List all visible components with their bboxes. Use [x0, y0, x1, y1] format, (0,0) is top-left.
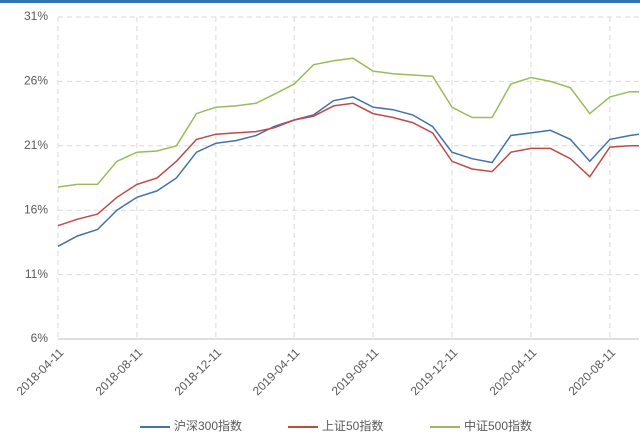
y-tick-label: 6% [31, 331, 49, 345]
legend-label: 中证500指数 [464, 418, 532, 433]
y-tick-label: 31% [24, 9, 48, 23]
x-tick-label: 2019-08-11 [329, 345, 382, 398]
x-tick-label: 2018-08-11 [93, 345, 146, 398]
x-tick-label: 2020-04-11 [487, 345, 540, 398]
x-tick-label: 2020-08-11 [566, 345, 619, 398]
series-line [57, 57, 639, 188]
legend-label: 上证50指数 [322, 418, 383, 433]
y-tick-label: 16% [24, 202, 48, 216]
x-tick-label: 2018-04-11 [14, 345, 67, 398]
y-tick-label: 11% [25, 267, 48, 281]
series-line [57, 102, 639, 227]
legend-label: 沪深300指数 [174, 418, 242, 433]
y-tick-label: 26% [24, 74, 48, 88]
x-tick-label: 2018-12-11 [172, 345, 225, 398]
series-line [57, 96, 640, 247]
x-tick-label: 2019-12-11 [408, 345, 461, 398]
y-tick-label: 21% [24, 138, 48, 152]
x-tick-label: 2019-04-11 [250, 345, 303, 398]
top-border [0, 0, 640, 3]
